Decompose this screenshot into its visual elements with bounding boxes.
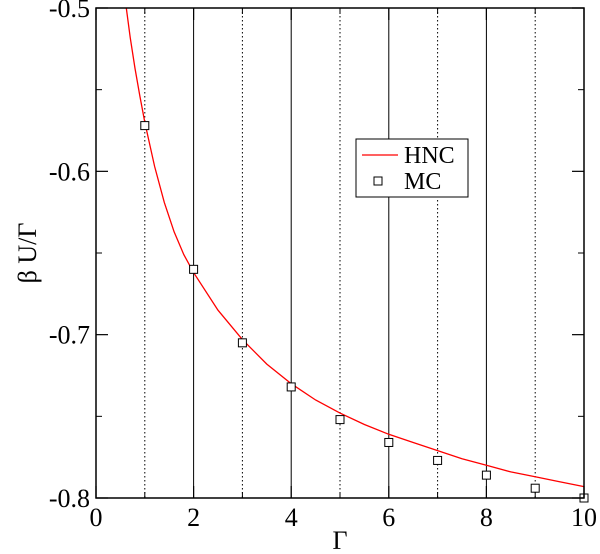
x-tick-label: 2 (187, 503, 200, 532)
series-mc-point (286, 382, 296, 392)
x-axis-label: Γ (332, 526, 347, 554)
series-mc-point (335, 415, 345, 425)
y-tick-label: -0.5 (49, 0, 90, 23)
series-mc-point (530, 483, 540, 493)
legend-mc-label: MC (404, 169, 441, 195)
series-mc-point (481, 470, 491, 480)
y-tick-label: -0.8 (49, 484, 90, 513)
x-tick-label: 8 (480, 503, 493, 532)
legend-box (355, 138, 469, 198)
x-tick-label: 6 (382, 503, 395, 532)
series-hnc-line (125, 7, 585, 488)
label-layer: Γ β U/Γ (13, 223, 348, 554)
legend: HNC MC (355, 138, 469, 198)
series-mc-point (433, 455, 443, 465)
series-mc-point (189, 264, 199, 274)
series-mc-point (140, 121, 150, 131)
x-tick-label: 10 (571, 503, 597, 532)
x-tick-label: 4 (285, 503, 298, 532)
tick-layer: 0 2 4 6 8 10 -0.8 -0.7 -0.6 -0.5 (49, 0, 597, 532)
legend-mc-swatch (373, 176, 383, 186)
y-tick-label: -0.7 (49, 321, 90, 350)
series-mc-point (384, 437, 394, 447)
y-tick-label: -0.6 (49, 157, 90, 186)
x-tick-label: 0 (90, 503, 103, 532)
y-axis-label: β U/Γ (13, 223, 42, 284)
grid-layer (144, 8, 536, 498)
series-mc-point (237, 338, 247, 348)
series-layer (125, 7, 589, 503)
legend-hnc-label: HNC (404, 143, 455, 169)
